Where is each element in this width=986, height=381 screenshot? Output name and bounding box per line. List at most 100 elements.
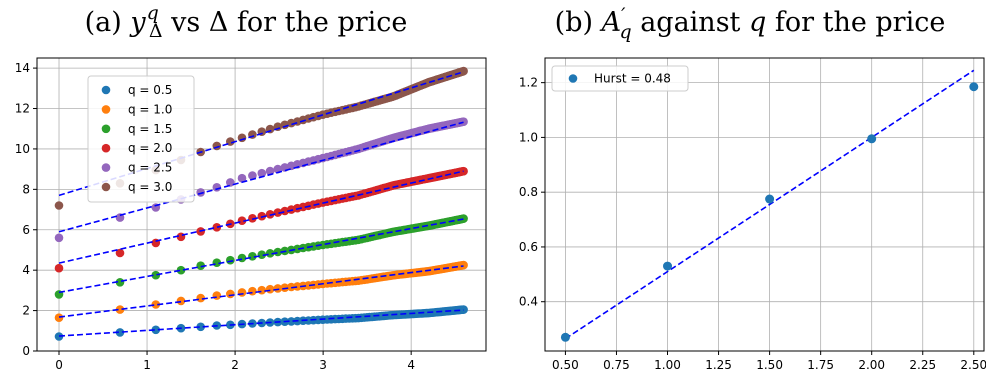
chart-a-xtick-label-3: 3 <box>319 358 327 372</box>
chart-a-legend-label-4: q = 2.5 <box>128 161 172 175</box>
chart-a-legend-label-5: q = 3.0 <box>128 180 172 194</box>
chart-b-xtick-label-7: 2.25 <box>909 358 936 372</box>
chart-a-series-1-point-4 <box>196 293 205 303</box>
chart-a-series-5-point-0 <box>54 201 64 210</box>
chart-a-legend: q = 0.5 q = 1.0 q = 1.5 q = 2.0 q = 2.5 q = 3… <box>87 75 195 203</box>
chart-a-legend-marker-3 <box>101 143 111 153</box>
chart-a-legend-marker-5 <box>101 182 111 192</box>
chart-b-point-0 <box>560 332 570 342</box>
chart-a-series-3-point-7 <box>237 216 247 225</box>
chart-a-series-3-point-98 <box>459 166 468 176</box>
chart-a-series-0 <box>54 305 468 341</box>
chart-a-series-5-point-5 <box>212 141 222 151</box>
chart-a-ytick-label-7: 14 <box>15 61 30 75</box>
chart-a-legend-box <box>87 75 195 203</box>
chart-a-series-2-point-6 <box>226 255 235 265</box>
chart-a-series-3-point-10 <box>265 210 275 219</box>
chart-a-series-4-point-8 <box>248 171 257 180</box>
chart-a-xtick-label-1: 1 <box>143 358 151 372</box>
chart-a-series-1-point-2 <box>151 300 161 309</box>
chart-a-series-0-point-13 <box>287 317 296 326</box>
chart-a-series-1-point-10 <box>265 284 275 294</box>
chart-a-frame <box>36 57 487 352</box>
chart-b-legend-label: Hurst = 0.48 <box>594 72 671 86</box>
chart-b-fit-line <box>564 69 975 340</box>
chart-a-series-2-fit-line <box>58 218 464 294</box>
chart-b-legend-box <box>551 65 689 92</box>
chart-a-legend-label-0: q = 0.5 <box>128 83 172 97</box>
chart-a-series-0-point-1 <box>115 328 125 337</box>
chart-a-series-4-point-5 <box>212 183 222 192</box>
chart-a-ytick-label-5: 10 <box>15 142 30 156</box>
chart-b-ytick-label-0: 0.4 <box>519 295 538 309</box>
chart-a-series-2-point-11 <box>273 247 283 257</box>
chart-a-legend-marker-0 <box>101 85 111 95</box>
chart-a-series-1-point-0 <box>54 313 64 323</box>
chart-a-legend-label-1: q = 1.0 <box>128 102 172 116</box>
chart-a-series-3-point-9 <box>257 211 267 221</box>
chart-b-ytick-label-3: 1.0 <box>519 130 538 144</box>
chart-a-series-2-point-98 <box>459 214 468 223</box>
chart-a-legend-label-2: q = 1.5 <box>128 122 172 136</box>
chart-a-series-0-point-98 <box>459 305 468 314</box>
chart-a-series-3-point-5 <box>212 223 222 232</box>
chart-a-ytick-label-2: 4 <box>22 263 30 277</box>
chart-a-series-2-point-2 <box>151 270 161 280</box>
chart-b-xtick-label-2: 1.00 <box>654 358 681 372</box>
chart-b-ytick-label-4: 1.2 <box>519 76 538 90</box>
chart-b-ytick-label-1: 0.6 <box>519 240 538 254</box>
chart-a-series-3 <box>54 166 468 273</box>
chart-b-plot-area: 0.50 0.75 1.00 1.25 1.50 1.75 2.00 2.25 2.50 0.4 0… <box>519 57 986 372</box>
chart-a-legend-marker-4 <box>101 163 111 172</box>
chart-b-point-2 <box>765 194 775 204</box>
chart-b-xtick-label-4: 1.50 <box>756 358 783 372</box>
chart-a-series-5 <box>54 66 468 210</box>
chart-a-series-1-point-9 <box>257 285 267 295</box>
chart-a-series-0-point-2 <box>151 325 161 335</box>
chart-a-series-1-point-7 <box>237 288 247 297</box>
chart-a-ytick-label-0: 0 <box>22 344 30 358</box>
chart-a-legend-marker-2 <box>101 124 111 134</box>
chart-a-series-4-point-9 <box>257 168 267 178</box>
chart-b-legend-marker <box>568 74 578 83</box>
chart-a-legend-label-3: q = 2.0 <box>128 141 172 155</box>
chart-a-xtick-label-4: 4 <box>407 358 415 372</box>
chart-a-series-2 <box>54 214 468 299</box>
chart-a-series-4-point-0 <box>54 233 64 243</box>
chart-b-ytick-label-2: 0.8 <box>519 185 538 199</box>
chart-a-series-1-point-8 <box>248 286 257 296</box>
chart-a-series-0-fit-line <box>58 309 464 337</box>
chart-a-xtick-label-0: 0 <box>55 358 63 372</box>
chart-a-series-3-point-1 <box>115 248 125 258</box>
chart-a-series-5-point-12 <box>280 120 290 130</box>
chart-b-xtick-label-8: 2.50 <box>960 358 986 372</box>
chart-a-series-1-point-6 <box>226 289 235 299</box>
chart-a-ytick-label-3: 6 <box>22 223 30 237</box>
chart-a-series-2-point-3 <box>176 265 186 275</box>
chart-a-series-1 <box>54 260 468 323</box>
chart-a-series-2-point-9 <box>257 250 267 259</box>
chart-b-legend: Hurst = 0.48 <box>551 65 689 92</box>
chart-a-series-3-point-0 <box>54 263 64 273</box>
chart-a-series-0-point-0 <box>54 332 64 341</box>
chart-b-xtick-label-0: 0.50 <box>552 358 579 372</box>
chart-a-series-1-point-3 <box>176 296 186 306</box>
chart-a-series-4-point-7 <box>237 173 247 183</box>
chart-a-series-2-point-4 <box>196 261 205 271</box>
chart-a-xtick-label-2: 2 <box>231 358 239 372</box>
chart-b-xtick-label-1: 0.75 <box>603 358 630 372</box>
chart-a-series-0-point-4 <box>196 322 205 332</box>
chart-a-series-3-point-8 <box>248 214 257 223</box>
chart-a-series-4-point-6 <box>226 178 235 187</box>
chart-a-series-1-fit-line <box>58 265 464 318</box>
chart-a-series-1-point-12 <box>280 283 290 293</box>
chart-a-series-1-point-98 <box>459 260 468 270</box>
chart-a-series-4 <box>54 117 468 243</box>
chart-b-point-4 <box>969 82 979 92</box>
chart-b-title: (b) A′ q against q for the price <box>555 4 946 43</box>
chart-a-series-4-point-98 <box>459 117 468 126</box>
chart-a-series-1-point-11 <box>273 284 283 293</box>
chart-b-xtick-label-3: 1.25 <box>705 358 732 372</box>
